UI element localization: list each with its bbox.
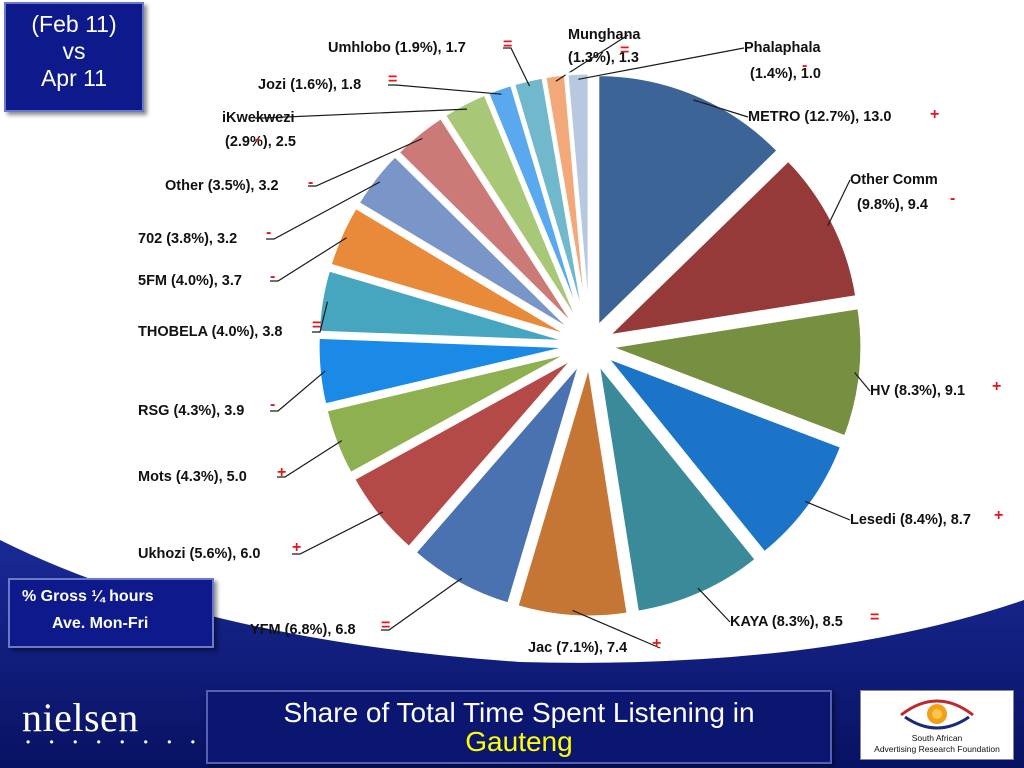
change-mark-5: = xyxy=(870,609,879,626)
slice-label-16: Jozi (1.6%), 1.8 xyxy=(258,77,361,93)
leader-line-13 xyxy=(266,181,381,240)
slice-label-6: Jac (7.1%), 7.4 xyxy=(528,640,627,656)
leader-line-3 xyxy=(854,372,871,392)
measure-line-2: Ave. Mon-Fri xyxy=(52,615,149,632)
saarf-text-2: Advertising Research Foundation xyxy=(874,744,1000,754)
saarf-logo: South African Advertising Research Found… xyxy=(860,690,1014,760)
nielsen-logo-dots: • • • • • • • • xyxy=(26,735,203,749)
pie-slice-3 xyxy=(604,305,864,439)
slice-label-12: 5FM (4.0%), 3.7 xyxy=(138,273,242,289)
period-line-2: vs xyxy=(62,38,86,64)
leader-line-11 xyxy=(312,301,329,333)
leader-line-1 xyxy=(693,99,749,118)
slice-label-13: 702 (3.8%), 3.2 xyxy=(138,231,237,247)
saarf-eye-icon xyxy=(900,699,974,730)
slide-title-line-2: Gauteng xyxy=(465,726,573,757)
pie-slice-19 xyxy=(565,71,591,326)
change-mark-13: - xyxy=(266,224,271,241)
slice-label-7: YFM (6.8%), 6.8 xyxy=(250,622,356,638)
leader-line-12 xyxy=(270,237,347,282)
period-line-1: (Feb 11) xyxy=(31,11,117,37)
leader-line-5 xyxy=(697,587,731,623)
slice-label-8: Ukhozi (5.6%), 6.0 xyxy=(138,546,260,562)
change-mark-14: - xyxy=(308,174,313,191)
leader-line-15 xyxy=(255,108,468,119)
leader-line-4 xyxy=(804,500,851,521)
period-comparison-box: (Feb 11) vs Apr 11 xyxy=(4,2,144,112)
change-mark-15: - xyxy=(255,131,260,148)
leader-line-10 xyxy=(270,370,326,412)
slice-label-11: THOBELA (4.0%), 3.8 xyxy=(138,324,283,340)
pie-slice-15 xyxy=(442,92,583,329)
nielsen-logo: nielsen xyxy=(22,695,139,740)
measure-line-1: % Gross ¼ hours xyxy=(22,588,154,605)
pie-slice-9 xyxy=(324,350,573,476)
change-mark-11: = xyxy=(312,317,321,334)
slice-label-19-line-2: (1.4%), 1.0 xyxy=(750,66,821,82)
pie-chart: METRO (12.7%), 13.0 + Other Comm (9.8%), 9.… xyxy=(138,27,1003,656)
pie-slice-18 xyxy=(543,72,589,326)
leader-line-9 xyxy=(277,440,343,478)
change-mark-3: + xyxy=(992,378,1001,395)
pie-slice-6 xyxy=(515,364,630,619)
slice-label-4: Lesedi (8.4%), 8.7 xyxy=(850,512,971,528)
slide-title: Share of Total Time Spent Listening in G… xyxy=(206,690,832,764)
slice-label-15-line-2: (2.9%), 2.5 xyxy=(225,134,296,150)
pie-slice-17 xyxy=(511,75,587,326)
change-mark-2: - xyxy=(950,190,955,207)
leader-line-17 xyxy=(503,47,531,87)
change-mark-1: + xyxy=(930,106,939,123)
slice-label-18: Munghana xyxy=(568,27,641,43)
change-mark-4: + xyxy=(994,507,1003,524)
pie-slice-13 xyxy=(356,153,576,334)
pie-slice-14 xyxy=(395,115,579,331)
pie-slice-4 xyxy=(601,353,844,556)
change-mark-9: + xyxy=(277,464,286,481)
slice-label-17: Umhlobo (1.9%), 1.7 xyxy=(328,40,466,56)
slice-label-19: Phalaphala xyxy=(744,40,821,56)
slice-label-5: KAYA (8.3%), 8.5 xyxy=(730,614,843,630)
pie-slice-5 xyxy=(595,357,759,614)
measure-box: % Gross ¼ hours Ave. Mon-Fri xyxy=(8,578,214,648)
leader-line-8 xyxy=(292,511,384,555)
slice-label-18-line-2: (1.3%), 1.3 xyxy=(568,50,639,66)
period-line-3: Apr 11 xyxy=(40,65,108,91)
leader-line-7 xyxy=(381,577,463,631)
change-mark-18: = xyxy=(620,42,629,59)
change-mark-12: - xyxy=(270,268,275,285)
change-mark-16: = xyxy=(388,71,397,88)
change-mark-10: - xyxy=(270,396,275,413)
pie-slice-10 xyxy=(316,335,571,407)
pie-slice-8 xyxy=(351,356,576,550)
leader-line-14 xyxy=(308,137,423,187)
leader-line-6 xyxy=(572,609,661,649)
slice-label-2: Other Comm xyxy=(850,172,938,188)
slice-label-1: METRO (12.7%), 13.0 xyxy=(748,109,891,125)
slice-label-15: iKwekwezi xyxy=(222,110,295,126)
change-mark-6: + xyxy=(652,635,661,652)
slice-label-3: HV (8.3%), 9.1 xyxy=(870,383,965,399)
pie-slice-7 xyxy=(412,361,582,606)
pie-slice-2 xyxy=(603,157,859,339)
change-mark-17: = xyxy=(503,36,512,53)
pie-slice-12 xyxy=(328,205,573,339)
change-mark-8: + xyxy=(292,539,301,556)
slice-label-2-line-2: (9.8%), 9.4 xyxy=(857,197,928,213)
slice-label-14: Other (3.5%), 3.2 xyxy=(165,178,279,194)
slice-label-10: RSG (4.3%), 3.9 xyxy=(138,403,244,419)
leader-line-2 xyxy=(827,179,851,226)
change-mark-19: - xyxy=(802,57,807,74)
slice-label-9: Mots (4.3%), 5.0 xyxy=(138,469,247,485)
leader-line-16 xyxy=(388,84,502,95)
change-mark-7: = xyxy=(381,617,390,634)
leader-line-19 xyxy=(578,47,745,80)
saarf-text-1: South African xyxy=(911,733,963,743)
pie-slice-1 xyxy=(596,73,781,331)
slide-title-line-1: Share of Total Time Spent Listening in xyxy=(283,697,755,728)
